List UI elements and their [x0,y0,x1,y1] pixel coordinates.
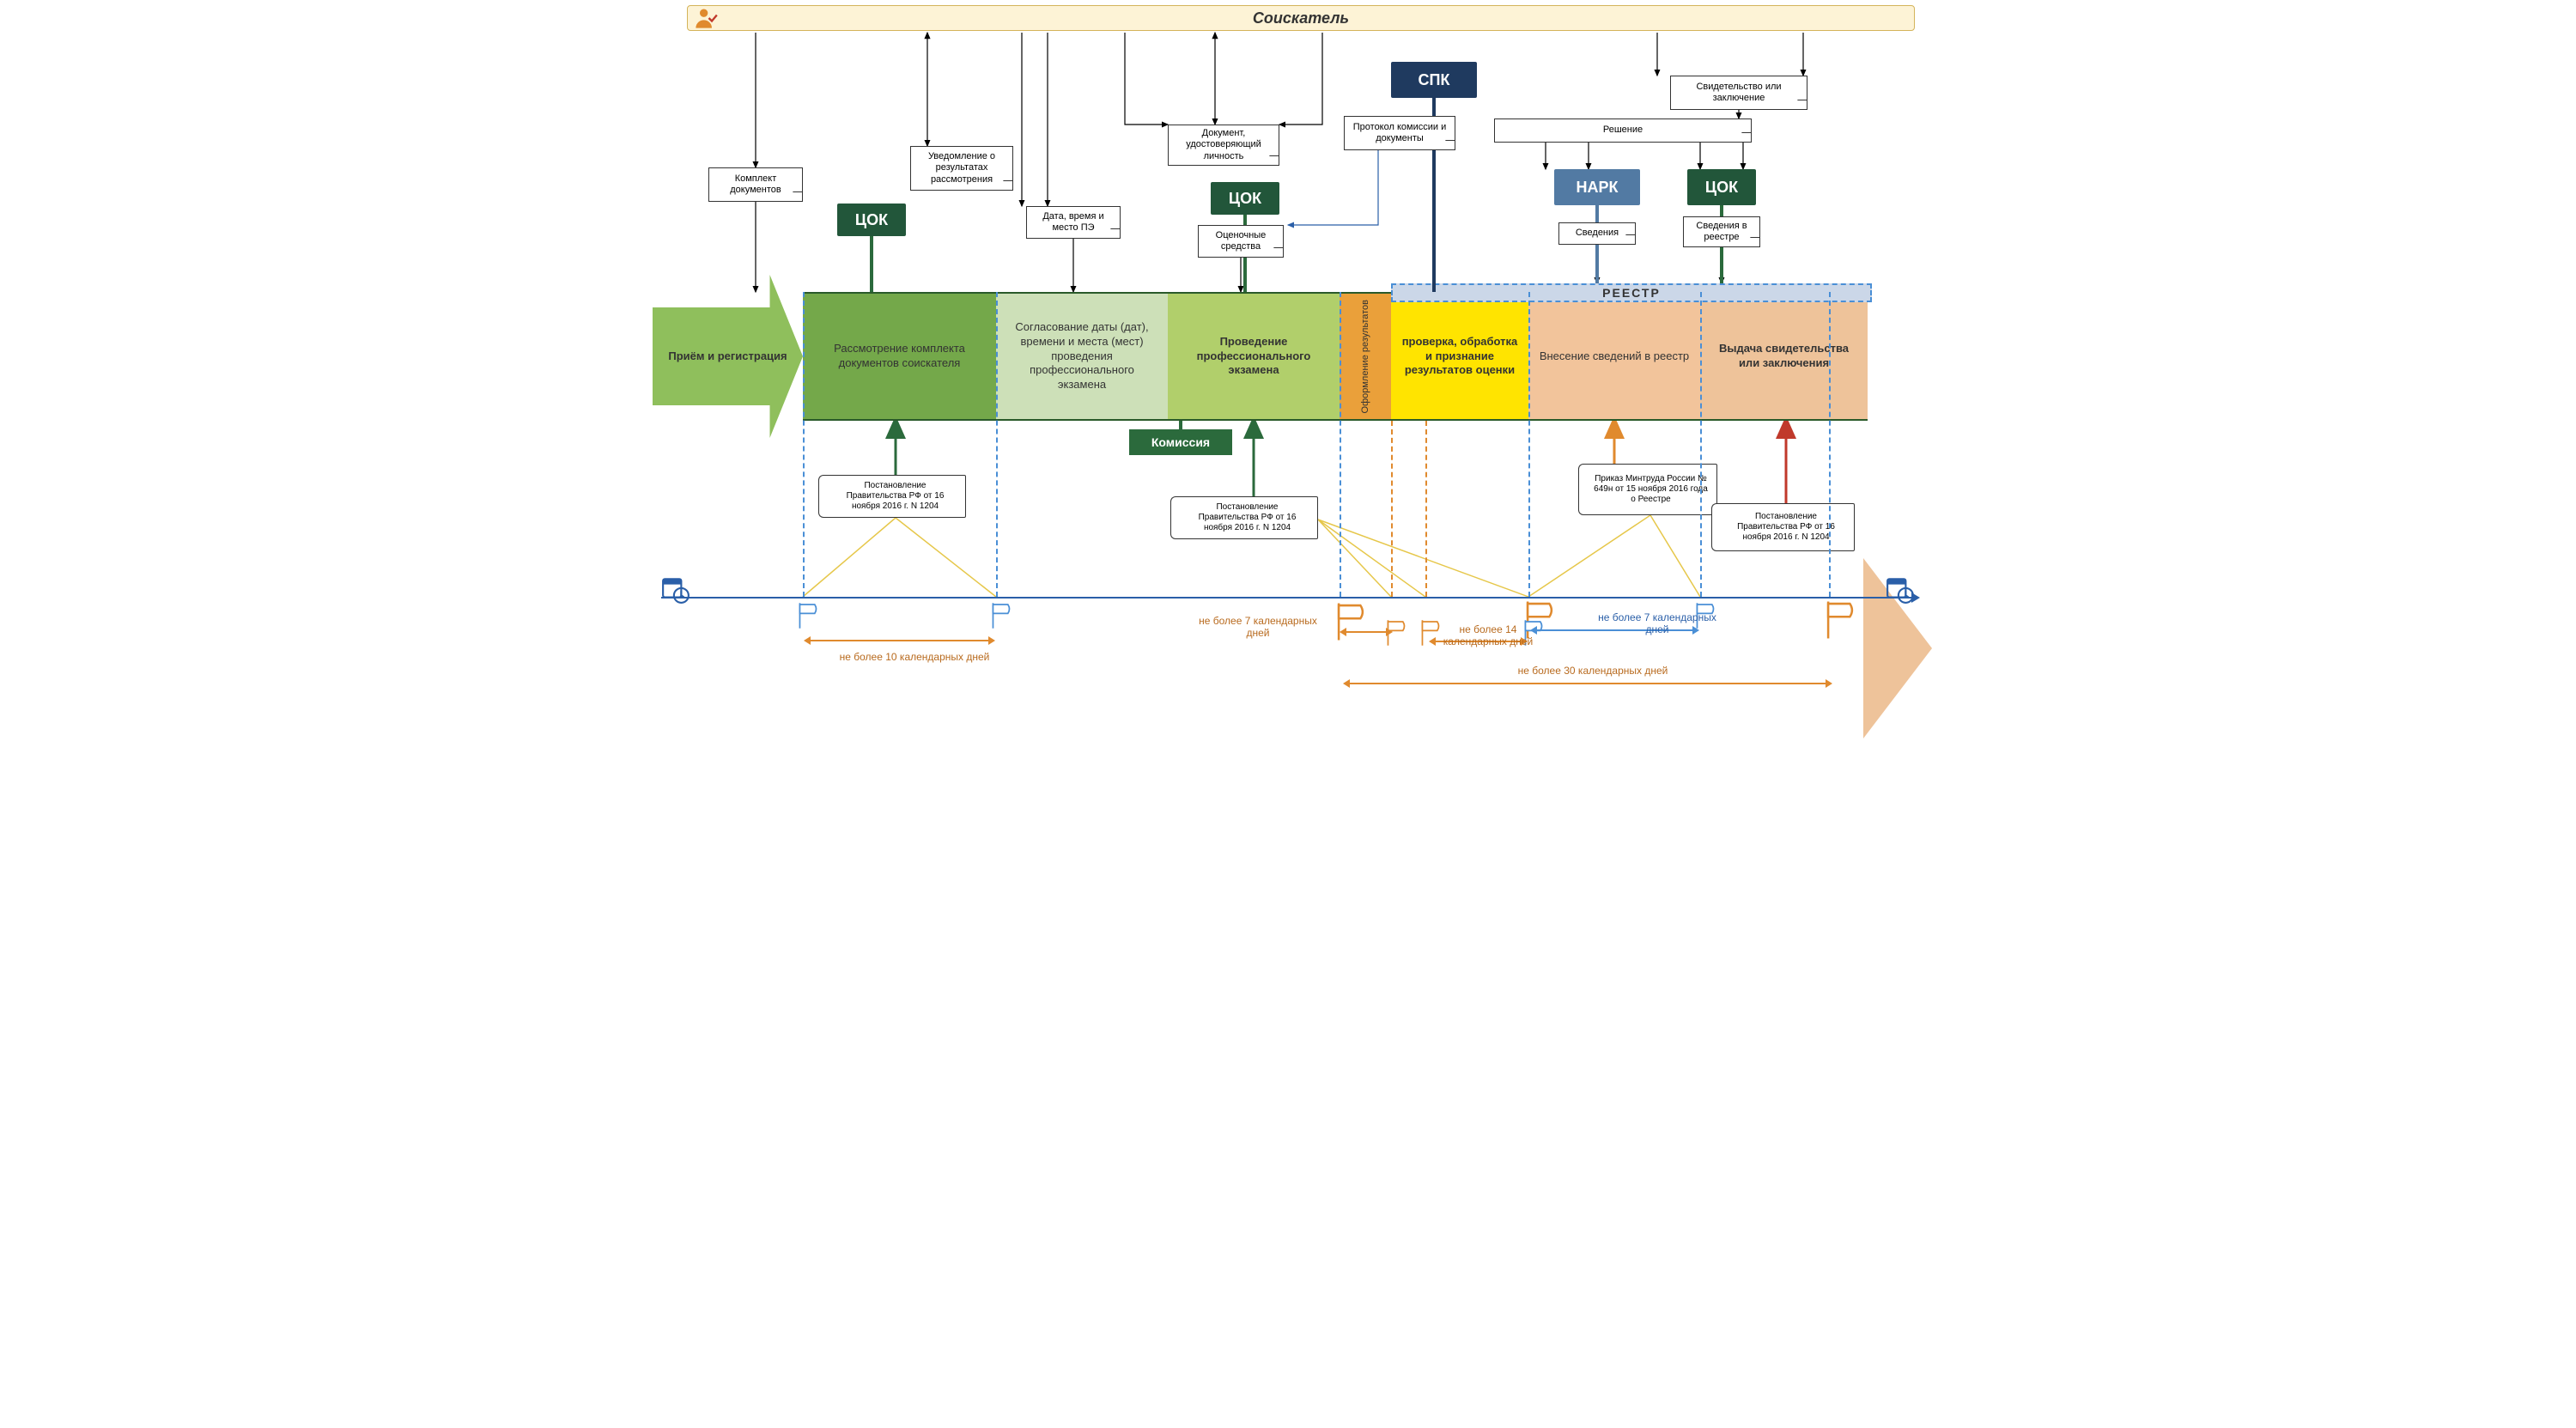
org-nark: НАРК [1554,169,1640,205]
note-n_resh: Решение [1494,118,1752,143]
note-n_protokol: Протокол комиссии и документы [1344,116,1455,150]
reestr-label: РЕЕСТР [1602,286,1661,300]
org-stem [1179,421,1182,429]
flag-icon [797,601,819,630]
dashed-line [803,292,805,597]
duration-label: не более 7 календарных дней [1593,611,1722,635]
stage-label: Проведение профессионального экзамена [1168,335,1340,379]
dashed-line [1528,292,1530,597]
process-band: Приём и регистрация Рассмотрение комплект… [644,292,1932,421]
note-n_iddoc: Документ, удостоверяющий личность [1168,125,1279,166]
stage-s4: Проведение профессионального экзамена [1168,292,1340,421]
org-spk: СПК [1391,62,1477,98]
decree-d1: Постановление Правительства РФ от 16 ноя… [824,475,966,518]
duration-label: не более 10 календарных дней [829,651,1000,663]
org-cok3: ЦОК [1687,169,1756,205]
stage-s7: Внесение сведений в реестр [1528,292,1700,421]
applicant-label: Соискатель [1253,9,1349,27]
applicant-header: Соискатель [687,5,1915,31]
stage-label: Оформление результатов [1351,300,1380,413]
flag-icon [1334,601,1356,630]
dashed-line [1391,421,1393,597]
flag-icon [1823,599,1845,629]
stage-s8: Выдача свидетельства или заключения [1700,292,1868,421]
timeline-axis [661,597,1915,599]
org-komissia: Комиссия [1129,429,1232,455]
dashed-line [1829,292,1831,597]
flag-icon [990,601,1012,630]
duration-label: не более 7 календарных дней [1194,615,1322,639]
stage-label: Приём и регистрация [659,349,795,364]
note-n_ocenka: Оценочные средства [1198,225,1284,258]
note-n_cert: Свидетельство или заключение [1670,76,1807,110]
stage-label: проверка, обработка и признание результа… [1391,335,1528,379]
note-n_date: Дата, время и место ПЭ [1026,206,1121,239]
stage-label: Внесение сведений в реестр [1531,349,1698,364]
dashed-line [1700,292,1702,597]
stage-label: Выдача свидетельства или заключения [1700,342,1868,371]
duration-arrow [1345,631,1388,633]
stage-label: Рассмотрение комплекта документов соиска… [803,342,996,371]
stage-label: Согласование даты (дат), времени и места… [996,320,1168,392]
decree-d2: Постановление Правительства РФ от 16 ноя… [1176,496,1318,539]
dashed-line [996,292,998,597]
note-n_docs: Комплект документов [708,167,803,202]
org-cok2: ЦОК [1211,182,1279,215]
duration-label: не более 14 календарных дней [1432,623,1544,647]
org-cok1: ЦОК [837,204,906,236]
note-n_svedr: Сведения в реестре [1683,216,1760,247]
duration-arrow [809,640,990,641]
decree-d3: Приказ Минтруда России № 649н от 15 нояб… [1584,464,1717,515]
dashed-line [1340,292,1341,597]
stage-s1: Приём и регистрация [653,275,803,438]
stage-s3: Согласование даты (дат), времени и места… [996,292,1168,421]
duration-arrow [1348,683,1827,684]
reestr-bar: РЕЕСТР [1391,283,1872,302]
note-n_uved: Уведомление о результатах рассмотрения [910,146,1013,191]
note-n_sved: Сведения [1558,222,1636,245]
decree-d4: Постановление Правительства РФ от 16 ноя… [1717,503,1855,551]
dashed-line [1425,421,1427,597]
calendar-end-icon [1886,575,1915,605]
org-stem [870,236,873,292]
person-icon [691,3,720,33]
calendar-start-icon [661,575,690,605]
stage-s2: Рассмотрение комплекта документов соиска… [803,292,996,421]
stage-s6: проверка, обработка и признание результа… [1391,292,1528,421]
stage-s5: Оформление результатов [1340,292,1391,421]
duration-label: не более 30 календарных дней [1485,665,1700,677]
